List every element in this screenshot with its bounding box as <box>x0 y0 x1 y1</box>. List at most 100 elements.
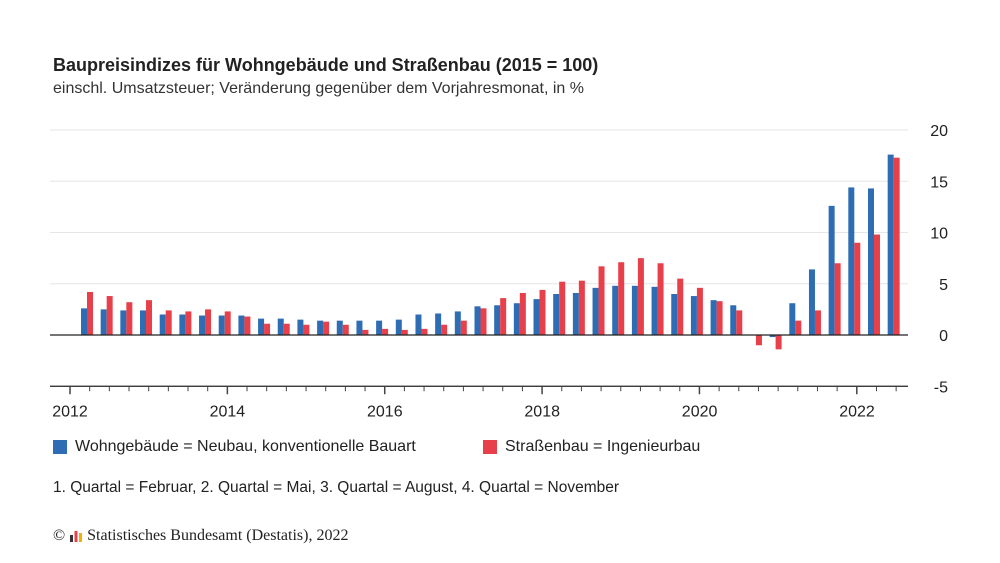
x-tick-label: 2016 <box>367 403 403 420</box>
bar-wohngebaeude-2012-Q4 <box>140 310 147 335</box>
bar-strassenbau-2018-Q3 <box>598 266 605 335</box>
bar-wohngebaeude-2013-Q4 <box>218 315 225 335</box>
bar-strassenbau-2020-Q2 <box>736 310 743 335</box>
y-tick-label: 0 <box>939 328 948 345</box>
legend-label: Wohngebäude = Neubau, konventionelle Bau… <box>75 438 416 455</box>
x-tick-label: 2018 <box>524 403 560 420</box>
bar-strassenbau-2019-Q1 <box>637 258 644 335</box>
bar-strassenbau-2018-Q4 <box>618 262 625 335</box>
bar-strassenbau-2021-Q2 <box>814 310 821 335</box>
bar-strassenbau-2015-Q3 <box>362 329 369 335</box>
bar-wohngebaeude-2020-Q4 <box>769 335 776 338</box>
bar-wohngebaeude-2015-Q4 <box>376 320 383 335</box>
bar-wohngebaeude-2017-Q4 <box>533 299 540 335</box>
legend-item-wohngebaeude: Wohngebäude = Neubau, konventionelle Bau… <box>53 438 416 456</box>
bar-strassenbau-2021-Q4 <box>854 242 861 335</box>
bar-strassenbau-2019-Q3 <box>677 278 684 335</box>
bar-strassenbau-2012-Q2 <box>106 296 113 335</box>
y-tick-label: 20 <box>930 123 948 140</box>
bar-wohngebaeude-2012-Q1 <box>81 308 87 335</box>
bar-strassenbau-2020-Q1 <box>716 301 723 335</box>
chart-title: Baupreisindizes für Wohngebäude und Stra… <box>53 55 599 75</box>
bar-wohngebaeude-2018-Q4 <box>612 285 619 335</box>
bar-strassenbau-2017-Q4 <box>539 289 546 335</box>
x-tick-label: 2012 <box>52 403 88 420</box>
legend-label: Straßenbau = Ingenieurbau <box>505 438 701 455</box>
bar-wohngebaeude-2013-Q2 <box>179 314 186 335</box>
bar-wohngebaeude-2020-Q2 <box>730 305 737 335</box>
bar-wohngebaeude-2015-Q1 <box>317 320 324 335</box>
y-tick-label: 15 <box>930 174 948 191</box>
legend-item-strassenbau: Straßenbau = Ingenieurbau <box>483 438 700 456</box>
bar-wohngebaeude-2012-Q3 <box>120 310 127 335</box>
bar-strassenbau-2021-Q3 <box>834 263 841 335</box>
bar-wohngebaeude-2021-Q3 <box>828 205 835 335</box>
bar-wohngebaeude-2018-Q2 <box>572 292 579 335</box>
bar-strassenbau-2014-Q4 <box>303 324 310 335</box>
bar-strassenbau-2020-Q4 <box>775 335 782 350</box>
copyright-symbol: © <box>53 527 66 544</box>
bar-wohngebaeude-2015-Q2 <box>336 320 343 335</box>
bar-wohngebaeude-2012-Q2 <box>100 309 107 335</box>
y-tick-label: 5 <box>939 277 948 294</box>
bar-strassenbau-2022-Q2 <box>893 157 900 335</box>
bar-strassenbau-2013-Q1 <box>165 310 172 335</box>
bar-wohngebaeude-2021-Q4 <box>848 187 855 335</box>
bar-strassenbau-2018-Q1 <box>559 281 566 335</box>
bar-strassenbau-2022-Q1 <box>874 234 880 335</box>
bar-strassenbau-2014-Q3 <box>283 323 290 335</box>
source-text: Statistisches Bundesamt (Destatis), 2022 <box>87 527 349 544</box>
bar-strassenbau-2016-Q2 <box>421 328 428 335</box>
legend-swatch-red <box>483 440 497 454</box>
bar-strassenbau-2015-Q4 <box>382 328 389 335</box>
bar-strassenbau-2019-Q2 <box>657 263 664 335</box>
bar-strassenbau-2013-Q2 <box>185 311 192 335</box>
bar-wohngebaeude-2015-Q3 <box>356 320 363 335</box>
bar-wohngebaeude-2014-Q4 <box>297 319 304 335</box>
bar-wohngebaeude-2018-Q1 <box>553 294 560 335</box>
bar-strassenbau-2017-Q2 <box>500 298 507 335</box>
x-tick-label: 2014 <box>210 403 246 420</box>
bar-strassenbau-2019-Q4 <box>696 287 703 335</box>
x-tick-label: 2020 <box>682 403 718 420</box>
bar-strassenbau-2020-Q3 <box>755 335 762 346</box>
x-tick-label: 2022 <box>839 403 875 420</box>
bar-wohngebaeude-2019-Q2 <box>651 286 658 335</box>
bar-strassenbau-2021-Q1 <box>795 320 802 335</box>
bar-wohngebaeude-2019-Q1 <box>631 285 638 335</box>
source-line: © Statistisches Bundesamt (Destatis), 20… <box>53 527 348 545</box>
bar-wohngebaeude-2014-Q1 <box>238 315 245 335</box>
bar-strassenbau-2016-Q1 <box>401 329 408 335</box>
bar-wohngebaeude-2022-Q2 <box>887 154 894 335</box>
bar-chart: 20 15 10 5 0 -5 2012 2014 2016 2018 2020 2022 <box>50 123 948 420</box>
bar-wohngebaeude-2019-Q3 <box>671 294 678 335</box>
bar-wohngebaeude-2017-Q2 <box>494 305 501 335</box>
bar-wohngebaeude-2021-Q1 <box>789 303 796 335</box>
bar-wohngebaeude-2017-Q3 <box>513 303 520 335</box>
y-tick-label: -5 <box>934 379 948 396</box>
bar-wohngebaeude-2018-Q3 <box>592 287 599 335</box>
bar-strassenbau-2014-Q1 <box>244 316 251 335</box>
y-tick-label: 10 <box>930 226 948 243</box>
bar-strassenbau-2015-Q1 <box>323 321 330 335</box>
bar-wohngebaeude-2014-Q2 <box>258 318 265 335</box>
bar-strassenbau-2017-Q1 <box>480 308 487 335</box>
bar-strassenbau-2012-Q3 <box>126 302 133 335</box>
bar-strassenbau-2014-Q2 <box>264 323 271 335</box>
bar-wohngebaeude-2017-Q1 <box>474 306 481 335</box>
bar-strassenbau-2012-Q4 <box>146 300 153 335</box>
bar-strassenbau-2016-Q3 <box>441 324 448 335</box>
bar-strassenbau-2018-Q2 <box>578 280 585 335</box>
bar-strassenbau-2017-Q3 <box>519 292 526 335</box>
bar-wohngebaeude-2016-Q4 <box>454 311 461 335</box>
bar-wohngebaeude-2014-Q3 <box>277 318 284 335</box>
bar-strassenbau-2016-Q4 <box>460 320 467 335</box>
footnote: 1. Quartal = Februar, 2. Quartal = Mai, … <box>53 479 620 496</box>
destatis-logo-icon <box>70 531 83 542</box>
bar-wohngebaeude-2016-Q2 <box>415 314 422 335</box>
bar-strassenbau-2015-Q2 <box>342 324 349 335</box>
chart-subtitle: einschl. Umsatzsteuer; Veränderung gegen… <box>53 80 584 97</box>
bar-strassenbau-2013-Q3 <box>205 309 212 335</box>
bar-wohngebaeude-2016-Q3 <box>435 313 442 335</box>
bar-wohngebaeude-2016-Q1 <box>395 319 402 335</box>
